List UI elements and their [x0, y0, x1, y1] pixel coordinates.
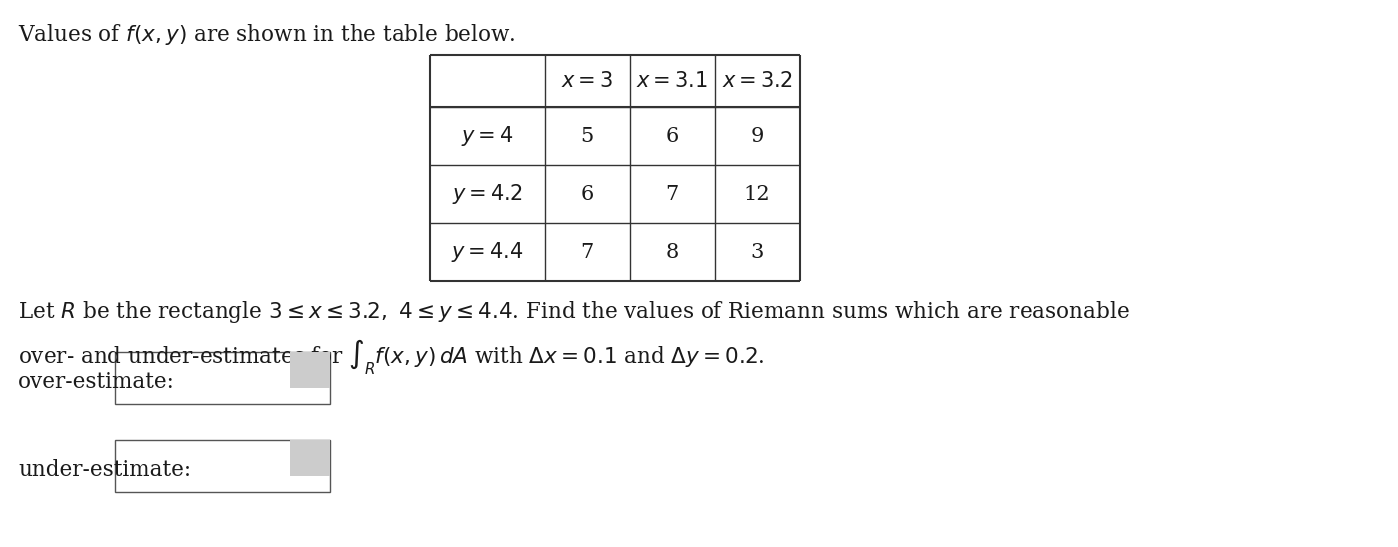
Text: Let $R$ be the rectangle $3 \leq x \leq 3.2,\ 4 \leq y \leq 4.4$. Find the value: Let $R$ be the rectangle $3 \leq x \leq … [18, 299, 1130, 325]
Text: 6: 6 [580, 184, 594, 203]
Text: 7: 7 [665, 184, 678, 203]
Text: 9: 9 [751, 126, 763, 146]
Text: $y = 4.2$: $y = 4.2$ [452, 182, 523, 206]
Text: $y = 4.4$: $y = 4.4$ [450, 240, 523, 264]
Text: over-estimate:: over-estimate: [18, 371, 175, 393]
Text: over- and under-estimates for $\int_R f(x, y)\, dA$ with $\Delta x = 0.1$ and $\: over- and under-estimates for $\int_R f(… [18, 337, 765, 377]
Text: 12: 12 [744, 184, 770, 203]
Text: 3: 3 [751, 242, 763, 261]
Text: 7: 7 [580, 242, 594, 261]
Text: 8: 8 [665, 242, 678, 261]
Text: $x = 3.2$: $x = 3.2$ [721, 71, 793, 91]
Text: under-estimate:: under-estimate: [18, 459, 192, 481]
Text: 5: 5 [580, 126, 594, 146]
Text: $x = 3$: $x = 3$ [561, 71, 614, 91]
Text: $x = 3.1$: $x = 3.1$ [636, 71, 707, 91]
Text: 6: 6 [665, 126, 678, 146]
Text: ✏: ✏ [305, 451, 315, 465]
Text: ▾: ▾ [316, 374, 320, 382]
Text: ✏: ✏ [305, 363, 315, 377]
Text: Values of $f(x, y)$ are shown in the table below.: Values of $f(x, y)$ are shown in the tab… [18, 22, 516, 47]
Text: ▾: ▾ [316, 462, 320, 470]
Text: $y = 4$: $y = 4$ [461, 124, 513, 148]
